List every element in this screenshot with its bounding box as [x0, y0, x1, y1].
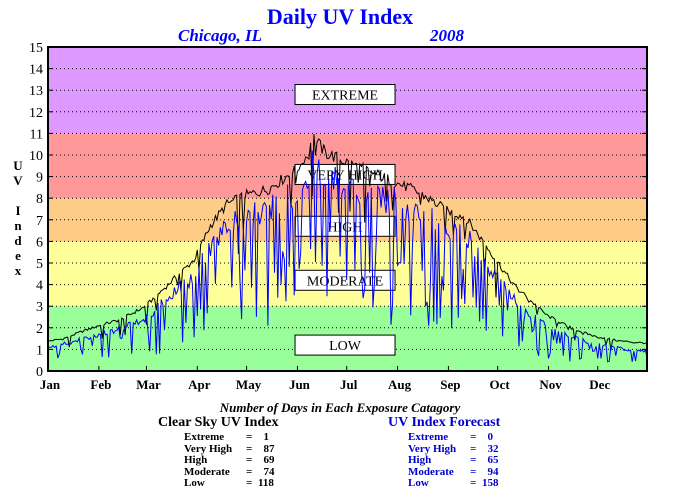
summary-caption: Number of Days in Each Exposure Catagory [219, 400, 461, 415]
summary-row-value: 65 [482, 454, 499, 466]
summary-row-equals: = [246, 477, 253, 489]
summary-row-value: 118 [258, 477, 274, 489]
summary-row-value: 69 [258, 454, 275, 466]
summary-row: High = 65 [388, 454, 500, 467]
x-tick-label: Mar [136, 377, 161, 392]
y-axis-label-letter: U [13, 158, 23, 173]
band-label-box [294, 269, 396, 291]
y-tick-label: 0 [36, 365, 43, 380]
summary-row-equals: = [246, 465, 253, 478]
band-label-box [294, 84, 396, 106]
summary-row-equals: = [470, 477, 477, 489]
summary-row: Low = 118 [158, 477, 278, 490]
summary-row-equals: = [470, 431, 477, 443]
band-label: MODERATE [307, 274, 383, 289]
x-tick-label: Sep [440, 377, 460, 392]
summary-row-value: 158 [482, 477, 499, 489]
clear-sky-table: Clear Sky UV Index Extreme = 1 Very High = … [158, 415, 278, 490]
y-tick-label: 9 [36, 171, 43, 186]
band-label: EXTREME [312, 89, 378, 104]
forecast-table: UV Index Forecast Extreme = 0 Very High = 3… [388, 415, 500, 490]
x-tick-label: Apr [188, 377, 211, 392]
summary-row-equals: = [246, 442, 253, 455]
summary-row: Extreme = 1 [158, 431, 278, 444]
y-tick-label: 14 [29, 63, 43, 78]
x-tick-label: Oct [490, 377, 511, 392]
band-label: HIGH [328, 220, 363, 235]
summary-row: Very High = 87 [158, 442, 278, 456]
summary-row: Extreme = 0 [388, 431, 500, 444]
summary-row-value: 87 [258, 442, 275, 455]
x-tick-label: Jun [289, 377, 311, 392]
clear-sky-rows: Extreme = 1 Very High = 87 High = 69 Moderate =… [158, 431, 278, 490]
y-tick-label: 8 [36, 192, 43, 207]
summary-row-label: Moderate [184, 465, 230, 478]
summary-row: Moderate = 94 [388, 465, 500, 479]
summary-row-label: Extreme [184, 431, 225, 443]
y-axis-label-letter: x [14, 263, 22, 278]
y-axis-label-letter: I [15, 203, 21, 218]
summary-row: Very High = 32 [388, 442, 500, 456]
y-tick-label: 4 [36, 279, 43, 294]
forecast-rows: Extreme = 0 Very High = 32 High = 65 Moderate =… [388, 431, 500, 490]
y-tick-label: 3 [36, 300, 43, 315]
y-axis-label-letter: e [15, 248, 21, 263]
series-forecast-line [47, 150, 648, 363]
forecast-header: UV Index Forecast [388, 415, 501, 430]
series-clear-sky-line [47, 133, 648, 351]
y-tick-label: 5 [36, 257, 43, 272]
summary-row-value: 32 [482, 442, 499, 455]
y-tick-label: 1 [36, 343, 43, 358]
summary-row-label: Low [408, 477, 429, 489]
x-tick-label: Dec [589, 377, 610, 392]
year-label: 2008 [430, 26, 464, 45]
summary-row-label: Extreme [408, 431, 449, 443]
summary-row-value: 1 [258, 431, 270, 443]
y-tick-label: 13 [29, 84, 43, 99]
summary-row: Low = 158 [388, 477, 500, 490]
summary-row-equals: = [470, 454, 477, 466]
y-axis-label-letter: d [14, 233, 22, 248]
summary-row-label: Moderate [408, 465, 454, 478]
summary-row-equals: = [246, 454, 253, 466]
band-label-box [294, 334, 396, 356]
y-tick-label: 7 [36, 214, 43, 229]
summary-row-equals: = [246, 431, 253, 443]
band-label: LOW [329, 339, 362, 354]
summary-row-label: High [184, 454, 208, 466]
x-tick-label: Feb [90, 377, 111, 392]
y-axis-label-letter: n [14, 218, 22, 233]
clear-sky-header: Clear Sky UV Index [158, 415, 279, 430]
y-tick-label: 6 [36, 235, 43, 250]
y-tick-label: 12 [29, 106, 43, 121]
y-axis-label-letter: V [13, 173, 23, 188]
summary-row-label: High [408, 454, 432, 466]
summary-row-label: Low [184, 477, 205, 489]
x-tick-label: Jan [40, 377, 61, 392]
summary-row-equals: = [470, 442, 477, 455]
y-axis-label-gap [10, 188, 26, 203]
summary-row: Moderate = 74 [158, 465, 278, 479]
summary-row-label: Very High [408, 442, 457, 455]
summary-row-value: 94 [482, 465, 499, 478]
y-tick-label: 2 [36, 322, 43, 337]
y-tick-label: 11 [30, 127, 43, 142]
summary-row-value: 74 [258, 465, 275, 478]
x-tick-label: Jul [340, 377, 358, 392]
y-tick-label: 10 [29, 149, 43, 164]
summary-row: High = 69 [158, 454, 278, 467]
x-tick-label: Aug [388, 377, 412, 392]
summary-row-label: Very High [184, 442, 233, 455]
y-tick-label: 15 [29, 41, 43, 56]
x-tick-label: Nov [539, 377, 562, 392]
x-tick-label: May [236, 377, 262, 392]
location-label: Chicago, IL [178, 26, 263, 45]
plot-frame [47, 46, 648, 372]
summary-row-equals: = [470, 465, 477, 478]
chart-title: Daily UV Index [266, 4, 414, 29]
summary-row-value: 0 [482, 431, 494, 443]
